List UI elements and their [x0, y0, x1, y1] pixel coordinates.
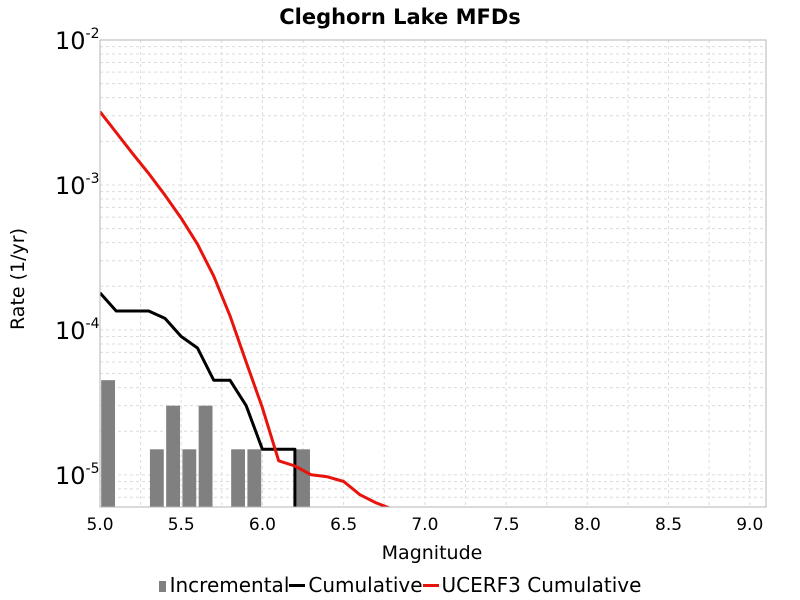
legend-item-incremental: Incremental [158, 573, 290, 597]
ucerf3-cumulative-line [100, 110, 392, 507]
x-axis-label: Magnitude [382, 542, 483, 564]
y-tick-label: 10-4 [55, 316, 100, 345]
x-tick-label: 8.0 [574, 515, 601, 535]
x-tick-label: 7.0 [411, 515, 438, 535]
x-tick-label: 8.5 [655, 515, 682, 535]
y-tick-label: 10-5 [55, 461, 100, 490]
y-tick-label: 10-2 [55, 26, 100, 55]
incremental-swatch [158, 581, 166, 592]
x-tick-label: 5.0 [86, 515, 113, 535]
incremental-bar [296, 449, 310, 507]
mfd-chart: Cleghorn Lake MFDs Rate (1/yr) Magnitude… [7, 5, 767, 564]
incremental-bar [101, 380, 116, 507]
plot-area [100, 110, 392, 507]
legend-item-cumulative: Cumulative [289, 573, 423, 597]
x-tick-label: 9.0 [736, 515, 763, 535]
incremental-bar [149, 449, 164, 507]
incremental-bar [182, 449, 197, 507]
incremental-bar [198, 405, 213, 507]
legend-label-cumulative: Cumulative [308, 573, 423, 597]
cumulative-swatch [289, 583, 306, 587]
y-axis-label: Rate (1/yr) [7, 228, 29, 330]
legend-label-incremental: Incremental [169, 573, 290, 597]
ucerf3-swatch [422, 583, 439, 587]
x-axis-ticks: 5.0 5.5 6.0 6.5 7.0 7.5 8.0 8.5 9.0 [86, 515, 763, 535]
legend: Incremental Cumulative UCERF3 Cumulative [0, 570, 800, 600]
incremental-bar [166, 405, 181, 507]
legend-item-ucerf3: UCERF3 Cumulative [422, 573, 642, 597]
y-axis-ticks: 10-2 10-3 10-4 10-5 [55, 26, 100, 490]
x-tick-label: 6.0 [249, 515, 276, 535]
x-tick-label: 5.5 [168, 515, 195, 535]
x-tick-label: 6.5 [330, 515, 357, 535]
cumulative-line [100, 291, 297, 507]
x-tick-label: 7.5 [493, 515, 520, 535]
incremental-bar [231, 449, 245, 507]
chart-title: Cleghorn Lake MFDs [279, 5, 521, 29]
legend-label-ucerf3: UCERF3 Cumulative [441, 573, 642, 597]
plot-frame [99, 39, 767, 508]
y-tick-label: 10-3 [55, 171, 100, 200]
incremental-bar [247, 449, 262, 507]
